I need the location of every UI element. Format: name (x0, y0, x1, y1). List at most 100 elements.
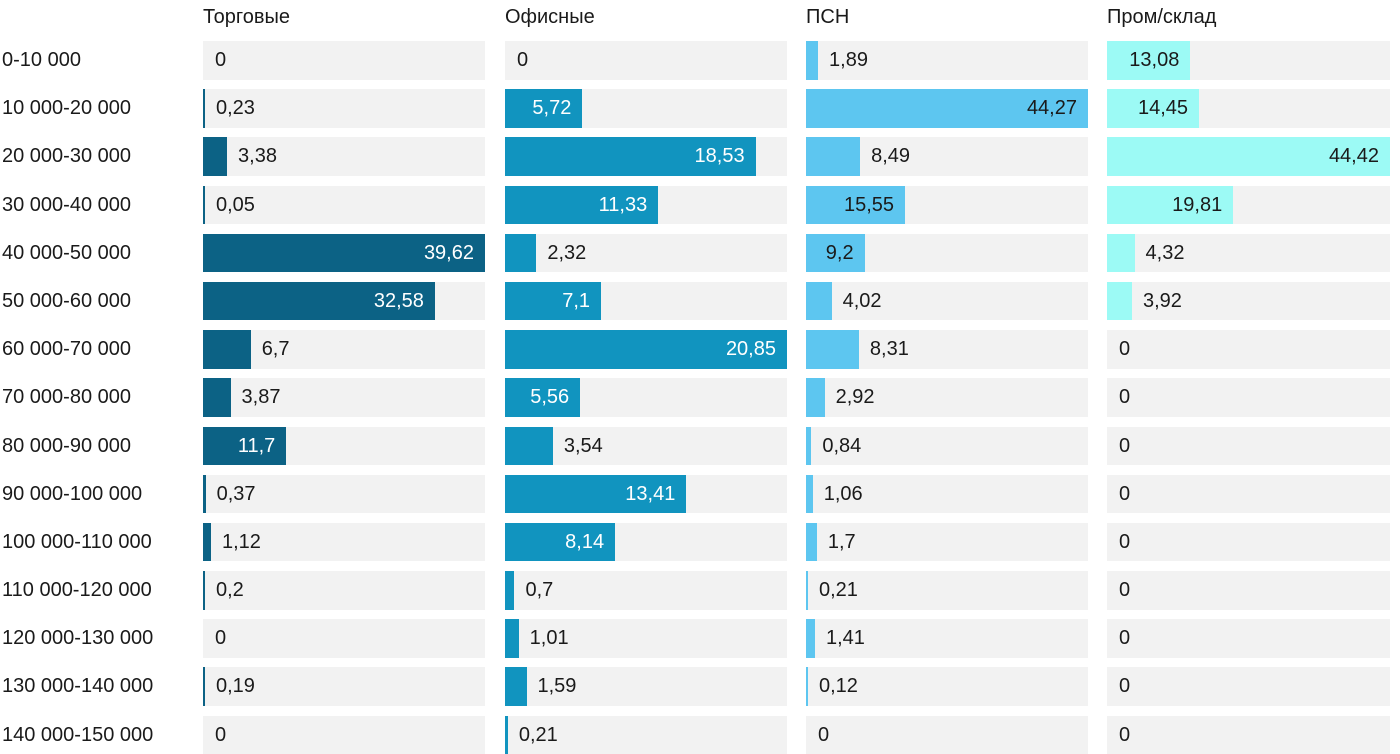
bar-value-label: 0 (215, 627, 227, 650)
bar[interactable] (806, 619, 815, 658)
bar[interactable] (806, 571, 808, 610)
bar-value-label: 0 (1119, 338, 1131, 361)
bar-track: 2,92 (806, 378, 1088, 417)
bar[interactable] (806, 137, 861, 176)
bar-value-label: 2,92 (835, 386, 875, 409)
bar-value-label: 1,06 (823, 482, 863, 505)
bar[interactable] (203, 571, 205, 610)
bar-track: 1,7 (806, 522, 1088, 562)
bar-value-label: 1,01 (529, 627, 569, 650)
header-spacer (2, 4, 203, 30)
category-label: 120 000-130 000 (2, 627, 154, 650)
bar-value-label: 19,81 (1172, 193, 1223, 216)
bar[interactable] (505, 137, 756, 176)
bar-track: 0 (1107, 667, 1390, 706)
bar-track: 0 (1107, 474, 1390, 514)
bar[interactable] (203, 89, 205, 128)
bar-track: 3,92 (1107, 281, 1390, 321)
bar[interactable] (203, 667, 205, 706)
series-header-prom-sklad: Пром/склад (1107, 6, 1217, 28)
bar[interactable] (1107, 137, 1390, 176)
bar[interactable] (203, 474, 206, 514)
bar[interactable] (505, 281, 602, 321)
bar-track: 11,7 (203, 426, 485, 465)
bar-value-label: 11,33 (598, 193, 648, 216)
series-header-torgovye: Торговые (203, 6, 291, 28)
bar-value-label: 0,7 (525, 579, 554, 602)
bar-value-label: 44,27 (1026, 97, 1077, 120)
chart-row: 30 000-40 000 0,05 11,33 15,55 19,81 (2, 185, 1400, 225)
bar-value-label: 0,12 (819, 675, 858, 698)
bar-track: 18,53 (505, 137, 787, 176)
bar[interactable] (203, 378, 231, 417)
bar[interactable] (505, 378, 581, 417)
bar-track: 5,72 (505, 89, 787, 128)
bar[interactable] (1107, 185, 1234, 225)
bar[interactable] (203, 185, 205, 225)
bar[interactable] (505, 715, 508, 754)
bar-value-label: 0,19 (216, 675, 255, 698)
bar-value-label: 32,58 (373, 289, 424, 312)
bar[interactable] (806, 474, 813, 514)
bar[interactable] (806, 522, 817, 562)
bar-track: 1,06 (806, 474, 1088, 514)
bar[interactable] (203, 330, 251, 369)
bar[interactable] (203, 522, 211, 562)
chart-row: 60 000-70 000 6,7 20,85 8,31 0 (2, 330, 1400, 369)
bar-track: 0 (1107, 378, 1390, 417)
bar[interactable] (505, 185, 659, 225)
bar-track: 13,41 (505, 474, 787, 514)
bar-track: 8,14 (505, 522, 787, 562)
bar[interactable] (505, 667, 527, 706)
bar[interactable] (505, 233, 537, 273)
bar[interactable] (203, 233, 485, 273)
bar-track: 0,37 (203, 474, 485, 514)
chart-rows: 0-10 000 0 0 1,89 13,08 10 000-20 000 0,23 5,72… (2, 41, 1400, 754)
bar-value-label: 13,08 (1129, 49, 1180, 71)
bar[interactable] (505, 89, 583, 128)
bar-track: 0,84 (806, 426, 1088, 465)
bar[interactable] (1107, 233, 1135, 273)
bar[interactable] (806, 378, 825, 417)
bar-track: 32,58 (203, 281, 485, 321)
bar[interactable] (203, 137, 228, 176)
bar-track: 2,32 (505, 233, 787, 273)
bar[interactable] (505, 522, 616, 562)
category-label: 110 000-120 000 (2, 579, 152, 602)
bar[interactable] (505, 619, 519, 658)
bar[interactable] (1107, 281, 1132, 321)
bar-track: 1,89 (806, 41, 1088, 80)
category-label: 90 000-100 000 (2, 482, 143, 505)
bar[interactable] (806, 233, 865, 273)
bar[interactable] (505, 330, 787, 369)
bar-value-label: 0 (215, 49, 227, 71)
bar[interactable] (505, 571, 515, 610)
bar-track: 3,54 (505, 426, 787, 465)
bar-track: 4,02 (806, 281, 1088, 321)
category-label: 60 000-70 000 (2, 338, 132, 361)
category-label: 130 000-140 000 (2, 675, 154, 698)
bar-value-label: 3,54 (563, 434, 603, 457)
bar[interactable] (806, 185, 906, 225)
chart-row: 120 000-130 000 0 1,01 1,41 0 (2, 619, 1400, 658)
chart-row: 10 000-20 000 0,23 5,72 44,27 14,45 (2, 89, 1400, 128)
bar[interactable] (1107, 89, 1200, 128)
bar-track: 13,08 (1107, 41, 1390, 80)
bar[interactable] (806, 330, 859, 369)
bar[interactable] (505, 426, 553, 465)
bar[interactable] (1107, 41, 1191, 80)
bar[interactable] (806, 41, 819, 80)
bar-value-label: 1,7 (827, 530, 856, 553)
bar-value-label: 14,45 (1137, 97, 1189, 120)
bar[interactable] (806, 667, 808, 706)
bar[interactable] (806, 426, 812, 465)
bar-track: 3,87 (203, 378, 485, 417)
bar[interactable] (505, 474, 687, 514)
bar-value-label: 3,38 (238, 145, 277, 168)
bar-track: 0 (203, 619, 485, 658)
category-label: 20 000-30 000 (2, 145, 132, 168)
bar[interactable] (806, 281, 832, 321)
bar[interactable] (806, 89, 1088, 128)
bar[interactable] (203, 281, 435, 321)
bar[interactable] (203, 426, 287, 465)
